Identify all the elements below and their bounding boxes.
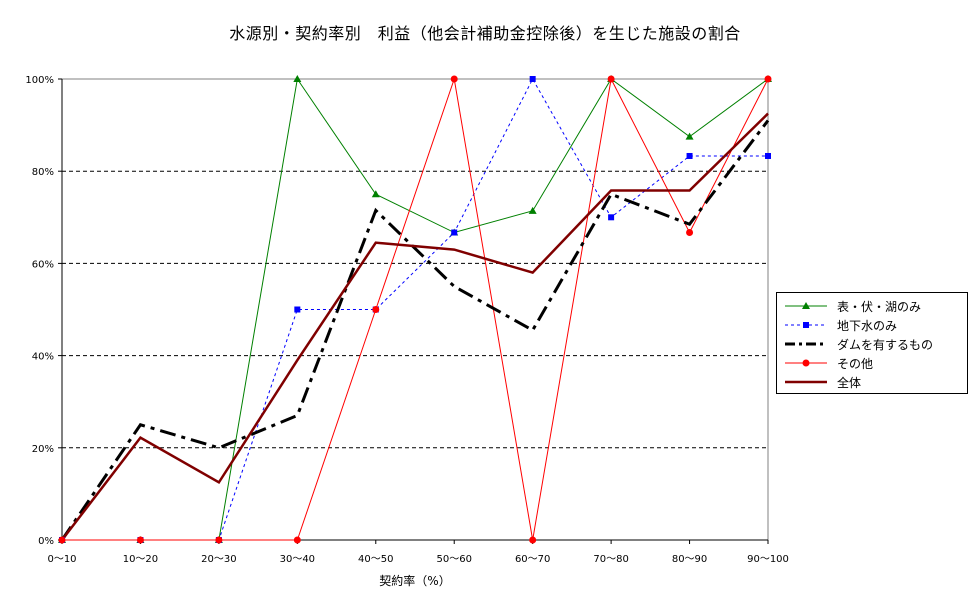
y-tick-label: 20%	[32, 444, 54, 455]
legend-marker	[803, 322, 809, 328]
legend-item: その他	[777, 353, 967, 372]
x-tick-label: 10～20	[123, 554, 158, 565]
x-tick-label: 90～100	[747, 554, 789, 565]
legend-label: ダムを有するもの	[837, 338, 934, 352]
x-tick-label: 30～40	[280, 554, 315, 565]
data-point-3-7	[607, 75, 615, 83]
data-point-0-3	[293, 75, 302, 82]
data-point-0-6	[528, 206, 537, 214]
legend-symbol	[785, 359, 827, 367]
x-tick-label: 70～80	[593, 554, 628, 565]
chart-title: 水源別・契約率別 利益（他会計補助金控除後）を生じた施設の割合	[229, 24, 741, 43]
legend-item: 表・伏・湖のみ	[777, 296, 967, 315]
data-point-1-9	[765, 152, 771, 159]
x-tick-label: 60～70	[515, 554, 550, 565]
legend-symbol	[785, 380, 827, 384]
legend-item: ダムを有するもの	[777, 334, 967, 353]
series-line-4	[61, 112, 769, 541]
x-tick-label: 50～60	[436, 554, 471, 565]
y-tick-label: 40%	[32, 352, 54, 363]
data-point-1-3	[294, 306, 301, 313]
data-point-3-1	[136, 536, 144, 544]
x-tick-label: 40～50	[358, 554, 393, 565]
data-point-0-8	[685, 132, 694, 140]
data-point-3-9	[764, 75, 772, 83]
y-tick-label: 100%	[25, 75, 54, 86]
data-point-1-5	[451, 229, 458, 236]
legend-symbol	[785, 322, 827, 328]
legend-label: 地下水のみ	[837, 319, 898, 333]
data-point-1-7	[608, 214, 615, 221]
legend-item: 全体	[777, 372, 967, 391]
data-point-0-4	[371, 190, 380, 198]
data-point-3-2	[215, 536, 223, 544]
data-point-1-8	[686, 152, 693, 159]
legend-marker	[802, 302, 810, 309]
data-point-3-5	[450, 75, 458, 83]
series-line-3	[62, 77, 769, 541]
x-axis-label: 契約率（%）	[379, 574, 451, 588]
x-tick-label: 20～30	[201, 554, 236, 565]
data-point-1-6	[529, 76, 536, 82]
x-tick-label: 0～10	[47, 554, 76, 565]
y-tick-label: 60%	[32, 259, 54, 270]
x-tick-label: 80～90	[672, 554, 707, 565]
series-line-0	[62, 77, 769, 541]
legend-label: その他	[837, 357, 874, 371]
series-line-2	[60, 119, 770, 541]
legend: 表・伏・湖のみ 地下水のみダムを有するもの その他全体	[776, 292, 968, 394]
legend-item: 地下水のみ	[777, 315, 967, 334]
data-point-3-4	[372, 306, 380, 313]
plot-frame	[61, 78, 769, 541]
data-point-3-8	[686, 229, 694, 237]
data-point-3-3	[293, 536, 301, 544]
legend-marker	[802, 359, 810, 367]
y-tick-label: 0%	[38, 536, 54, 547]
series-line-1	[62, 77, 768, 541]
data-point-3-6	[529, 536, 537, 544]
data-point-3-0	[58, 536, 66, 544]
legend-label: 全体	[837, 376, 862, 390]
legend-symbol	[785, 302, 827, 309]
legend-symbol	[785, 342, 827, 346]
legend-label: 表・伏・湖のみ	[837, 300, 922, 314]
y-tick-label: 80%	[32, 167, 54, 178]
